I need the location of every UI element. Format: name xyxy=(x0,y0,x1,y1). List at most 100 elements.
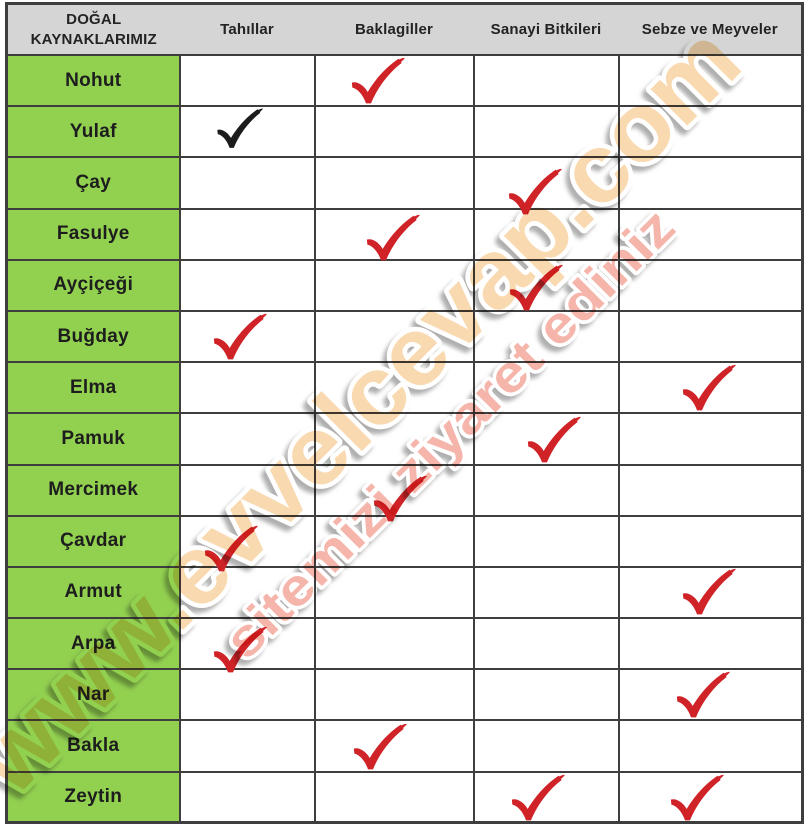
matrix-cell xyxy=(313,105,475,159)
matrix-cell xyxy=(472,156,620,215)
table-row: Ayçiçeği xyxy=(5,258,804,312)
red-check-icon xyxy=(508,168,562,215)
matrix-cell xyxy=(617,105,804,159)
table-row: Zeytin xyxy=(5,770,804,824)
matrix-cell xyxy=(178,514,316,572)
table-row: Nohut xyxy=(5,53,804,108)
column-header-baklagiller: Baklagiller xyxy=(314,3,474,55)
row-label-cell: Elma xyxy=(5,361,181,415)
matrix-cell xyxy=(178,770,316,824)
matrix-cell xyxy=(472,668,620,722)
table-row: Nar xyxy=(5,668,804,722)
matrix-cell xyxy=(313,770,475,824)
red-check-icon xyxy=(509,265,563,311)
matrix-cell xyxy=(472,514,620,568)
black-check-icon xyxy=(217,108,264,149)
matrix-cell xyxy=(472,617,620,671)
row-label-cell: Çay xyxy=(5,156,181,210)
matrix-cell xyxy=(178,719,316,773)
table-row: Yulaf xyxy=(5,105,804,159)
matrix-cell xyxy=(313,719,475,773)
matrix-cell xyxy=(313,668,475,722)
matrix-cell xyxy=(472,361,620,415)
row-label-cell: Armut xyxy=(5,565,181,620)
matrix-cell xyxy=(617,617,804,671)
matrix-cell xyxy=(472,207,620,261)
matrix-cell xyxy=(178,156,316,210)
matrix-cell xyxy=(617,770,804,824)
row-label-cell: Mercimek xyxy=(5,463,181,517)
matrix-cell xyxy=(178,53,316,108)
row-label-cell: Pamuk xyxy=(5,412,181,466)
matrix-cell xyxy=(313,463,475,522)
matrix-cell xyxy=(617,668,804,722)
red-check-icon xyxy=(677,671,731,718)
row-label-cell: Çavdar xyxy=(5,514,181,568)
red-check-icon xyxy=(213,313,267,359)
matrix-cell xyxy=(178,207,316,261)
matrix-cell xyxy=(472,309,620,364)
matrix-cell xyxy=(472,258,620,312)
matrix-cell xyxy=(313,207,475,261)
matrix-cell xyxy=(313,361,475,415)
table-row: Çay xyxy=(5,156,804,215)
red-check-icon xyxy=(213,626,267,673)
row-label-cell: Zeytin xyxy=(5,770,181,824)
red-check-icon xyxy=(511,774,565,821)
table-row: Buğday xyxy=(5,309,804,364)
matrix-cell xyxy=(617,258,804,312)
table-row: Pamuk xyxy=(5,412,804,466)
matrix-cell xyxy=(178,105,316,159)
red-check-icon xyxy=(204,526,258,572)
matrix-cell xyxy=(617,309,804,364)
matrix-cell xyxy=(472,719,620,773)
red-check-icon xyxy=(683,569,737,615)
matrix-cell xyxy=(313,53,475,108)
table-row: Mercimek xyxy=(5,463,804,522)
matrix-cell xyxy=(178,565,316,620)
matrix-cell xyxy=(472,105,620,159)
column-header-tahillar: Tahıllar xyxy=(179,3,315,55)
red-check-icon xyxy=(366,215,420,261)
matrix-cell xyxy=(313,412,475,466)
matrix-cell xyxy=(472,770,620,824)
row-label-cell: Ayçiçeği xyxy=(5,258,181,312)
row-label-cell: Arpa xyxy=(5,617,181,671)
table-body: Nohut Yulaf Çay Fasulye Ayçiçeği Buğday Elma Pa… xyxy=(5,53,804,824)
table-header-row: DOĞAL KAYNAKLARIMIZ Tahıllar Baklagiller… xyxy=(6,3,803,55)
table-row: Arpa xyxy=(5,617,804,673)
matrix-cell xyxy=(313,514,475,568)
table-row: Bakla xyxy=(5,719,804,773)
matrix-cell xyxy=(617,156,804,210)
table-title: DOĞAL KAYNAKLARIMIZ xyxy=(6,3,180,55)
matrix-cell xyxy=(472,53,620,108)
matrix-cell xyxy=(617,361,804,415)
red-check-icon xyxy=(373,476,427,522)
matrix-cell xyxy=(472,463,620,517)
matrix-cell xyxy=(617,412,804,466)
matrix-cell xyxy=(313,565,475,620)
column-header-sebze-ve-meyveler: Sebze ve Meyveler xyxy=(618,3,803,55)
column-header-sanayi-bitkileri: Sanayi Bitkileri xyxy=(473,3,619,55)
matrix-cell xyxy=(617,719,804,773)
crops-classification-table: DOĞAL KAYNAKLARIMIZ Tahıllar Baklagiller… xyxy=(5,2,804,824)
red-check-icon xyxy=(353,723,407,770)
matrix-cell xyxy=(472,412,620,466)
table-row: Fasulye xyxy=(5,207,804,261)
matrix-cell xyxy=(617,53,804,108)
table-row: Armut xyxy=(5,565,804,620)
red-check-icon xyxy=(671,774,725,821)
matrix-cell xyxy=(178,463,316,517)
matrix-cell xyxy=(617,463,804,517)
matrix-cell xyxy=(617,565,804,620)
matrix-cell xyxy=(313,258,475,312)
red-check-icon xyxy=(527,416,581,463)
matrix-cell xyxy=(313,156,475,210)
matrix-cell xyxy=(178,258,316,312)
matrix-cell xyxy=(313,309,475,364)
matrix-cell xyxy=(617,514,804,568)
matrix-cell xyxy=(178,361,316,415)
matrix-cell xyxy=(178,617,316,673)
table-row: Çavdar xyxy=(5,514,804,572)
row-label-cell: Buğday xyxy=(5,309,181,364)
